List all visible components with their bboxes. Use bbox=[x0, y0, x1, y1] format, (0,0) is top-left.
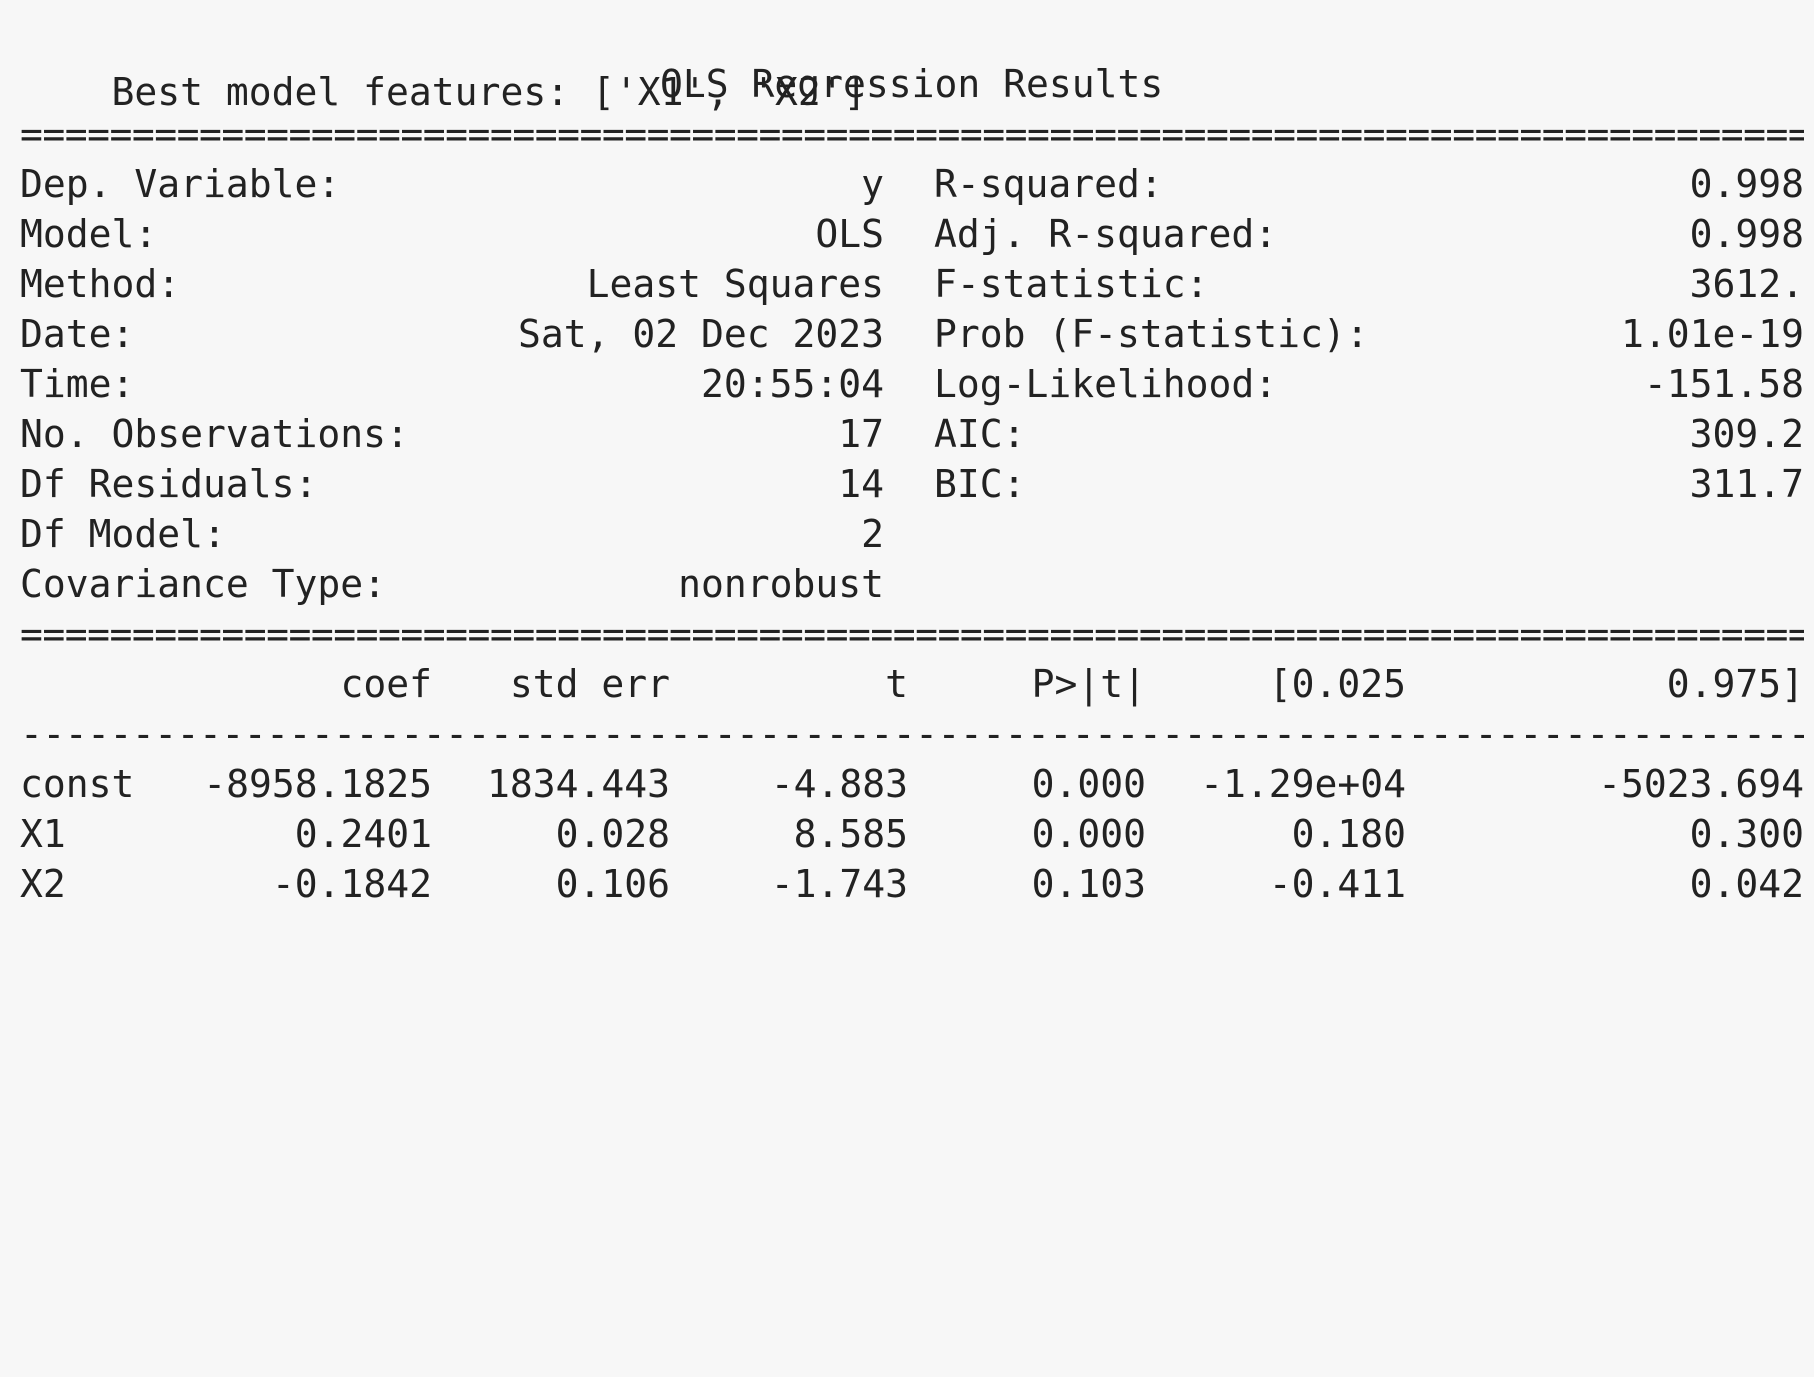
coef-row-name: X1 bbox=[20, 812, 66, 856]
summary-row: Method: Least Squares F-statistic: 3612. bbox=[20, 255, 1804, 313]
summary-right-label: BIC: bbox=[934, 462, 1026, 506]
single-separator: ----------------------------------------… bbox=[20, 712, 1804, 756]
summary-left-value: 20:55:04 bbox=[700, 362, 884, 406]
summary-left-value: y bbox=[861, 162, 884, 206]
p-value: 0.000 bbox=[1031, 762, 1146, 806]
summary-right-label: Prob (F-statistic): bbox=[934, 312, 1369, 356]
coef-row: X1 0.2401 0.028 8.585 0.000 0.180 0.300 bbox=[20, 805, 1804, 863]
ci-upper-value: -5023.694 bbox=[1598, 762, 1804, 806]
p-value: 0.000 bbox=[1031, 812, 1146, 856]
ci-upper-value: 0.042 bbox=[1689, 862, 1804, 906]
summary-left-value: 14 bbox=[838, 462, 884, 506]
summary-left-value: Sat, 02 Dec 2023 bbox=[517, 312, 884, 356]
double-separator-top: ========================================… bbox=[20, 112, 1804, 156]
summary-row: Df Residuals: 14 BIC: 311.7 bbox=[20, 455, 1804, 513]
summary-row: Df Model: 2 bbox=[20, 505, 1804, 563]
coef-row: const -8958.1825 1834.443 -4.883 0.000 -… bbox=[20, 755, 1804, 813]
summary-right-value: 3612. bbox=[1689, 262, 1804, 306]
summary-right-label: AIC: bbox=[934, 412, 1026, 456]
t-value: -1.743 bbox=[770, 862, 908, 906]
std-err-value: 1834.443 bbox=[486, 762, 670, 806]
summary-left-label: Dep. Variable: bbox=[20, 162, 341, 206]
coef-header-row: coef std err t P>|t| [0.025 0.975] bbox=[20, 655, 1804, 713]
t-value: 8.585 bbox=[793, 812, 908, 856]
coef-value: 0.2401 bbox=[294, 812, 432, 856]
summary-left-value: 17 bbox=[838, 412, 884, 456]
coef-row-name: X2 bbox=[20, 862, 66, 906]
summary-row: Time: 20:55:04 Log-Likelihood: -151.58 bbox=[20, 355, 1804, 413]
summary-left-label: Method: bbox=[20, 262, 181, 306]
summary-row: Covariance Type: nonrobust bbox=[20, 555, 1804, 613]
summary-row: Model: OLS Adj. R-squared: 0.998 bbox=[20, 205, 1804, 263]
summary-right-value: 309.2 bbox=[1689, 412, 1804, 456]
summary-right-value: 311.7 bbox=[1689, 462, 1804, 506]
ci-lower-header: [0.025 bbox=[1268, 662, 1406, 706]
summary-left-label: Date: bbox=[20, 312, 135, 356]
summary-right-label: R-squared: bbox=[934, 162, 1163, 206]
ci-upper-value: 0.300 bbox=[1689, 812, 1804, 856]
ci-lower-value: 0.180 bbox=[1291, 812, 1406, 856]
double-separator-middle: ========================================… bbox=[20, 612, 1804, 656]
features-text: Best model features: ['X1', 'X2'] bbox=[111, 70, 867, 114]
coef-value: -8958.1825 bbox=[203, 762, 432, 806]
summary-right-value: 0.998 bbox=[1689, 212, 1804, 256]
title-line: OLS Regression Results bbox=[20, 55, 1804, 113]
summary-left-label: No. Observations: bbox=[20, 412, 409, 456]
std-err-value: 0.028 bbox=[555, 812, 670, 856]
t-header: t bbox=[885, 662, 908, 706]
summary-left-value: Least Squares bbox=[586, 262, 884, 306]
features-line: Best model features: ['X1', 'X2'] bbox=[20, 5, 867, 114]
coef-header: coef bbox=[340, 662, 432, 706]
summary-right-label: F-statistic: bbox=[934, 262, 1209, 306]
ci-lower-value: -1.29e+04 bbox=[1200, 762, 1406, 806]
summary-row: No. Observations: 17 AIC: 309.2 bbox=[20, 405, 1804, 463]
t-value: -4.883 bbox=[770, 762, 908, 806]
std-err-value: 0.106 bbox=[555, 862, 670, 906]
summary-left-value: OLS bbox=[815, 212, 884, 256]
summary-left-value: nonrobust bbox=[678, 562, 884, 606]
summary-row: Date: Sat, 02 Dec 2023 Prob (F-statistic… bbox=[20, 305, 1804, 363]
summary-right-label: Log-Likelihood: bbox=[934, 362, 1278, 406]
summary-right-value: 1.01e-19 bbox=[1620, 312, 1804, 356]
coef-row-name: const bbox=[20, 762, 135, 806]
summary-row: Dep. Variable: y R-squared: 0.998 bbox=[20, 155, 1804, 213]
summary-left-label: Model: bbox=[20, 212, 158, 256]
coef-value: -0.1842 bbox=[271, 862, 432, 906]
ci-lower-value: -0.411 bbox=[1268, 862, 1406, 906]
std-err-header: std err bbox=[509, 662, 670, 706]
ci-upper-header: 0.975] bbox=[1666, 662, 1804, 706]
p-value-header: P>|t| bbox=[1031, 662, 1146, 706]
summary-left-label: Time: bbox=[20, 362, 135, 406]
summary-right-value: 0.998 bbox=[1689, 162, 1804, 206]
summary-right-value: -151.58 bbox=[1643, 362, 1804, 406]
summary-left-value: 2 bbox=[861, 512, 884, 556]
summary-left-label: Df Model: bbox=[20, 512, 226, 556]
coef-row: X2 -0.1842 0.106 -1.743 0.103 -0.411 0.0… bbox=[20, 855, 1804, 913]
summary-right-label: Adj. R-squared: bbox=[934, 212, 1278, 256]
summary-left-label: Df Residuals: bbox=[20, 462, 318, 506]
results-title: OLS Regression Results bbox=[660, 62, 1164, 106]
summary-left-label: Covariance Type: bbox=[20, 562, 387, 606]
p-value: 0.103 bbox=[1031, 862, 1146, 906]
